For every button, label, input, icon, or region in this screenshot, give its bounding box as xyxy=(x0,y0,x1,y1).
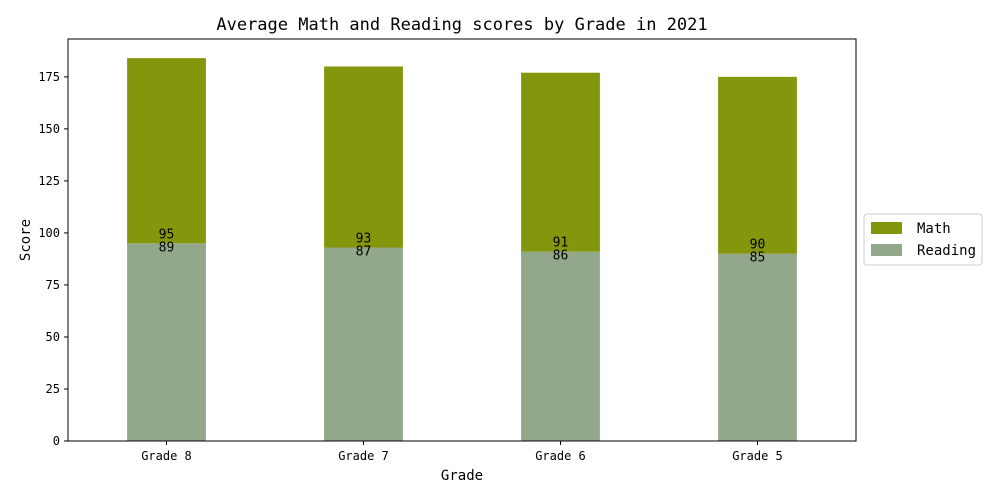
data-label-upper: 91 xyxy=(553,236,569,251)
legend-swatch-math xyxy=(871,222,902,234)
y-tick-label: 175 xyxy=(38,70,60,84)
bar-reading xyxy=(521,251,600,441)
bar-reading xyxy=(127,243,206,441)
data-label-lower: 87 xyxy=(356,244,372,259)
legend-swatch-reading xyxy=(871,244,902,256)
y-tick-label: 100 xyxy=(38,226,60,240)
y-tick-label: 25 xyxy=(46,382,60,396)
data-label-lower: 89 xyxy=(159,240,175,255)
legend-label-math: Math xyxy=(917,221,951,237)
bar-math xyxy=(324,66,403,248)
bar-math xyxy=(521,72,600,252)
data-label-upper: 95 xyxy=(159,227,175,242)
y-axis-label: Score xyxy=(18,219,34,261)
x-tick-label: Grade 6 xyxy=(535,449,586,463)
data-label-lower: 86 xyxy=(553,249,569,264)
y-tick-label: 0 xyxy=(53,434,60,448)
x-tick-label: Grade 5 xyxy=(732,449,783,463)
data-label-upper: 90 xyxy=(750,238,766,253)
legend-label-reading: Reading xyxy=(917,243,976,259)
y-tick-label: 125 xyxy=(38,174,60,188)
y-tick-label: 50 xyxy=(46,330,60,344)
x-axis-label: Grade xyxy=(441,468,483,484)
legend: Math Reading xyxy=(863,213,983,266)
y-tick-label: 150 xyxy=(38,122,60,136)
data-label-upper: 93 xyxy=(356,231,372,246)
chart-title: Average Math and Reading scores by Grade… xyxy=(216,15,707,35)
y-tick-label: 75 xyxy=(46,278,60,292)
plot-frame xyxy=(67,38,857,442)
bar-math xyxy=(127,58,206,244)
bar-reading xyxy=(718,253,797,441)
bar-reading xyxy=(324,247,403,441)
bar-math xyxy=(718,76,797,254)
x-tick-label: Grade 7 xyxy=(338,449,389,463)
data-label-lower: 85 xyxy=(750,251,766,266)
x-tick-label: Grade 8 xyxy=(141,449,192,463)
